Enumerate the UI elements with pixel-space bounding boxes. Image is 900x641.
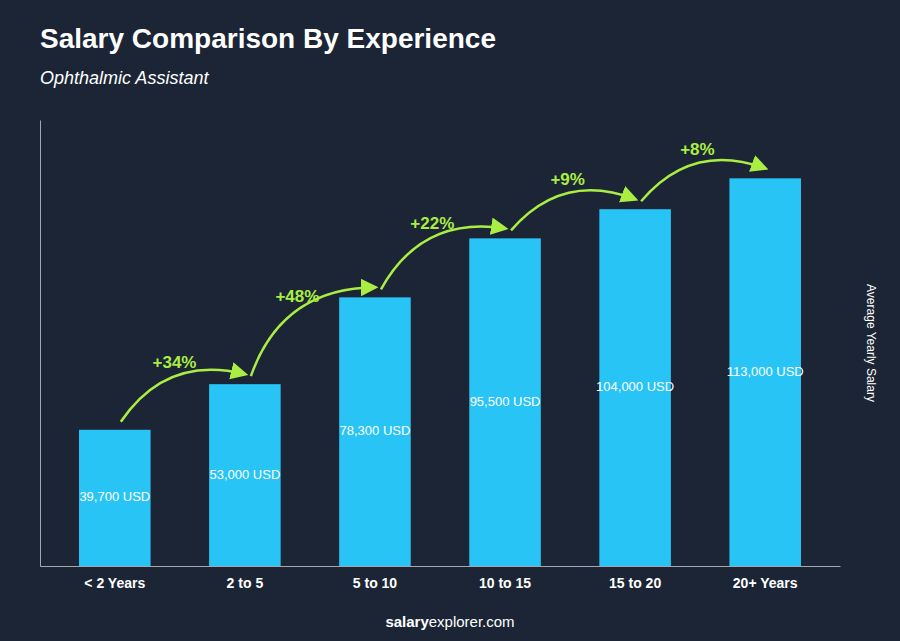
x-tick: 20+ Years bbox=[733, 566, 798, 591]
growth-arrow bbox=[381, 226, 505, 289]
data-label: 113,000 USD bbox=[727, 364, 804, 379]
footer-part: salary bbox=[385, 613, 429, 630]
x-tick-label: 20+ Years bbox=[733, 575, 798, 591]
growth-arrow bbox=[511, 190, 635, 230]
x-axis: < 2 Years 2 to 5 5 to 10 10 to 15 15 to 20 20… bbox=[41, 566, 841, 591]
x-tick-label: < 2 Years bbox=[84, 575, 145, 591]
growth-label: +9% bbox=[550, 170, 585, 189]
x-tick: 5 to 10 bbox=[353, 566, 398, 591]
annotations: +34% +48% +22% +9% +8% bbox=[121, 140, 765, 422]
growth-label: +34% bbox=[153, 353, 197, 372]
chart: Salary Comparison By Experience Ophthalmi… bbox=[0, 0, 900, 641]
subtitle: Ophthalmic Assistant bbox=[40, 68, 209, 88]
growth-label: +48% bbox=[275, 287, 319, 306]
bar bbox=[209, 384, 281, 566]
data-label: 39,700 USD bbox=[79, 489, 150, 504]
x-tick-label: 5 to 10 bbox=[353, 575, 398, 591]
title: Salary Comparison By Experience bbox=[40, 23, 496, 54]
growth-label: +22% bbox=[410, 214, 454, 233]
footer-part: explorer.com bbox=[429, 613, 515, 630]
x-tick-label: 2 to 5 bbox=[227, 575, 264, 591]
bar bbox=[339, 297, 411, 566]
x-tick: < 2 Years bbox=[84, 566, 145, 591]
plot: < 2 Years 2 to 5 5 to 10 10 to 15 15 to 20 20… bbox=[41, 121, 841, 591]
bar bbox=[469, 238, 541, 566]
footer: salaryexplorer.com bbox=[385, 613, 514, 630]
x-tick: 2 to 5 bbox=[227, 566, 264, 591]
y-axis-title: Average Yearly Salary bbox=[864, 284, 878, 402]
y-axis bbox=[40, 121, 41, 567]
data-label: 104,000 USD bbox=[596, 379, 674, 394]
growth-label: +8% bbox=[680, 140, 715, 159]
y-axis-line bbox=[40, 121, 41, 567]
x-tick-label: 15 to 20 bbox=[609, 575, 661, 591]
data-labels: 39,700 USD 53,000 USD 78,300 USD 95,500 USD… bbox=[79, 364, 803, 505]
x-tick: 10 to 15 bbox=[479, 566, 531, 591]
growth-arrow bbox=[121, 370, 245, 422]
data-label: 95,500 USD bbox=[470, 394, 541, 409]
background bbox=[0, 0, 900, 641]
data-label: 53,000 USD bbox=[209, 467, 280, 482]
bars bbox=[79, 178, 801, 566]
growth-arrow bbox=[251, 287, 375, 376]
data-label: 78,300 USD bbox=[340, 423, 411, 438]
x-axis-line bbox=[41, 566, 841, 567]
growth-arrow bbox=[641, 160, 765, 201]
bar bbox=[79, 430, 151, 566]
x-tick-label: 10 to 15 bbox=[479, 575, 531, 591]
x-tick: 15 to 20 bbox=[609, 566, 661, 591]
